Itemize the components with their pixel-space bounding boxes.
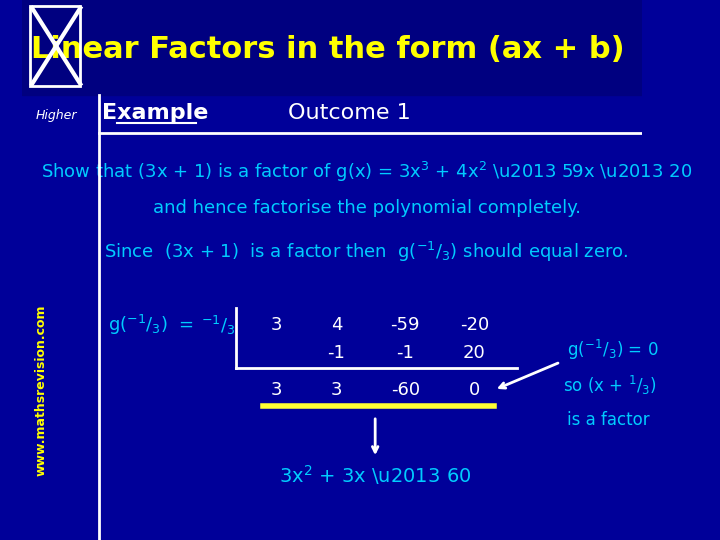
Text: so (x + $^1$/$_3$): so (x + $^1$/$_3$)	[563, 374, 657, 396]
Text: Example: Example	[102, 103, 209, 123]
Text: -1: -1	[397, 344, 414, 362]
Text: -59: -59	[391, 316, 420, 334]
Text: and hence factorise the polynomial completely.: and hence factorise the polynomial compl…	[153, 199, 580, 217]
Bar	[30, 6, 81, 86]
Text: 3: 3	[270, 316, 282, 334]
Text: $^{-1}$/$_3$: $^{-1}$/$_3$	[201, 313, 235, 336]
Text: g($^{-1}$/$_3$)  =: g($^{-1}$/$_3$) =	[108, 313, 194, 337]
Text: -60: -60	[391, 381, 420, 399]
Text: 20: 20	[463, 344, 486, 362]
Bar	[22, 0, 642, 95]
Text: 4: 4	[330, 316, 342, 334]
Text: -1: -1	[328, 344, 346, 362]
Text: is a factor: is a factor	[567, 411, 649, 429]
Text: Show that (3x + 1) is a factor of g(x) = 3x$^3$ + 4x$^2$ \u2013 59x \u2013 20: Show that (3x + 1) is a factor of g(x) =…	[41, 160, 692, 184]
Text: Linear Factors in the form (ax + b): Linear Factors in the form (ax + b)	[31, 36, 624, 64]
Text: Since  (3x + 1)  is a factor then  g($^{-1}$/$_3$) should equal zero.: Since (3x + 1) is a factor then g($^{-1}…	[104, 240, 629, 264]
Text: 3x$^2$ + 3x \u2013 60: 3x$^2$ + 3x \u2013 60	[279, 463, 472, 487]
Text: Higher: Higher	[35, 109, 77, 122]
Text: 0: 0	[469, 381, 480, 399]
Text: www.mathsrevision.com: www.mathsrevision.com	[34, 304, 47, 476]
Text: g($^{-}$$^{1}$/$_3$) = 0: g($^{-}$$^{1}$/$_3$) = 0	[567, 338, 658, 362]
Text: 3: 3	[330, 381, 342, 399]
Text: Outcome 1: Outcome 1	[288, 103, 410, 123]
Text: -20: -20	[459, 316, 489, 334]
Text: 3: 3	[270, 381, 282, 399]
